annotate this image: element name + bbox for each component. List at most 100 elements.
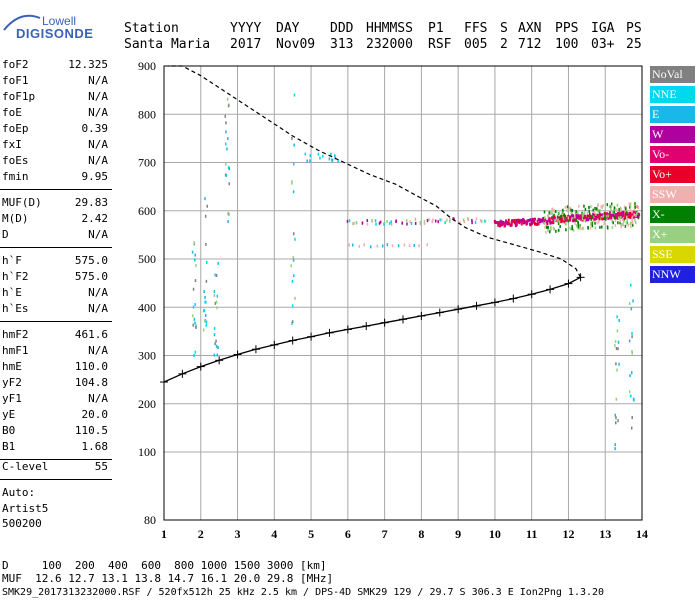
echo-point (557, 218, 560, 222)
echo-point (593, 213, 596, 217)
echo-point (213, 333, 216, 337)
echo-point (215, 300, 218, 304)
param-row-foes: foEs N/A (2, 154, 108, 168)
echo-point (355, 221, 358, 225)
param-row-mufd: MUF(D) 29.83 (2, 196, 108, 210)
echo-point (225, 130, 227, 134)
param-value: 461.6 (74, 328, 108, 341)
echo-point (590, 205, 592, 209)
echo-point (626, 214, 629, 218)
x-tick-label: 5 (308, 527, 314, 541)
echo-point (633, 214, 636, 218)
header-value-hhmmss: 232000 (366, 37, 413, 52)
echo-point (426, 243, 428, 247)
param-value: N/A (88, 90, 108, 103)
echo-point (227, 220, 229, 224)
echo-point (306, 159, 308, 163)
echo-point (605, 212, 608, 216)
header-value-station: Santa Maria (124, 37, 211, 52)
echo-point (582, 226, 584, 230)
header-label-axn: AXN (518, 21, 542, 36)
echo-point (431, 220, 433, 224)
y-tick-label: 200 (138, 397, 156, 411)
echo-point (533, 217, 536, 221)
echo-point (596, 207, 599, 211)
echo-point (618, 319, 620, 323)
echo-point (502, 220, 505, 224)
echo-point (598, 209, 601, 213)
echo-point (596, 213, 599, 217)
header-label-day: DAY (276, 21, 300, 36)
param-value: 104.8 (74, 376, 108, 389)
param-row-hmf1: hmF1 N/A (2, 344, 108, 358)
echo-point (625, 220, 628, 224)
echo-point (629, 222, 632, 226)
echo-point (631, 416, 633, 420)
echo-point (227, 166, 230, 170)
echo-point (383, 220, 386, 224)
param-label: B1 (2, 440, 16, 453)
echo-point (395, 219, 398, 223)
echo-point (440, 218, 443, 222)
echo-point (397, 244, 400, 248)
param-row-he: h`E N/A (2, 286, 108, 300)
param-label: foF1 (2, 74, 29, 87)
echo-point (543, 221, 546, 225)
echo-point (619, 208, 622, 212)
echo-point (612, 221, 614, 225)
echo-point (578, 204, 580, 208)
echo-point (558, 220, 561, 224)
echo-point (581, 227, 583, 231)
echo-point (569, 218, 572, 222)
param-value: N/A (88, 228, 108, 241)
echo-point (518, 219, 521, 223)
echo-point (459, 221, 461, 225)
echo-point (507, 218, 510, 222)
echo-point (577, 225, 580, 229)
echo-point (497, 223, 500, 227)
param-row-d: D N/A (2, 228, 108, 242)
legend-item-x-: X- (650, 206, 695, 223)
echo-point (547, 214, 549, 218)
echo-point (204, 300, 206, 304)
echo-point (583, 204, 585, 208)
echo-point (592, 212, 595, 216)
echo-point (294, 296, 296, 300)
echo-point (494, 220, 497, 224)
echo-point (623, 205, 626, 209)
echo-point (596, 217, 599, 221)
echo-point (620, 222, 623, 226)
profile-dashed-line (167, 65, 582, 278)
echo-point (614, 447, 616, 451)
echo-point (632, 210, 635, 214)
echo-point (623, 217, 626, 221)
echo-point (205, 260, 208, 264)
echo-point (557, 218, 559, 222)
echo-point (565, 228, 567, 232)
param-label: yE (2, 408, 16, 421)
echo-point (358, 244, 361, 248)
echo-point (626, 215, 628, 219)
echo-point (304, 152, 307, 156)
y-tick-label: 600 (138, 204, 156, 218)
x-tick-label: 8 (418, 527, 424, 541)
echo-point (390, 220, 393, 224)
echo-point (598, 217, 601, 221)
echo-point (586, 211, 589, 215)
x-tick-label: 9 (455, 527, 461, 541)
echo-point (632, 213, 635, 217)
legend-item-x-: X+ (650, 226, 695, 243)
echo-point (616, 329, 619, 333)
echo-point (610, 204, 613, 208)
param-label: h`Es (2, 302, 29, 315)
echo-point (599, 209, 601, 213)
echo-point (594, 206, 596, 210)
echo-point (294, 237, 296, 241)
echo-point (548, 218, 551, 222)
echo-point (292, 255, 295, 259)
echo-point (192, 305, 195, 309)
echo-point (540, 219, 543, 223)
param-row-yf1: yF1 N/A (2, 392, 108, 406)
echo-point (625, 208, 628, 212)
echo-point (610, 202, 613, 206)
